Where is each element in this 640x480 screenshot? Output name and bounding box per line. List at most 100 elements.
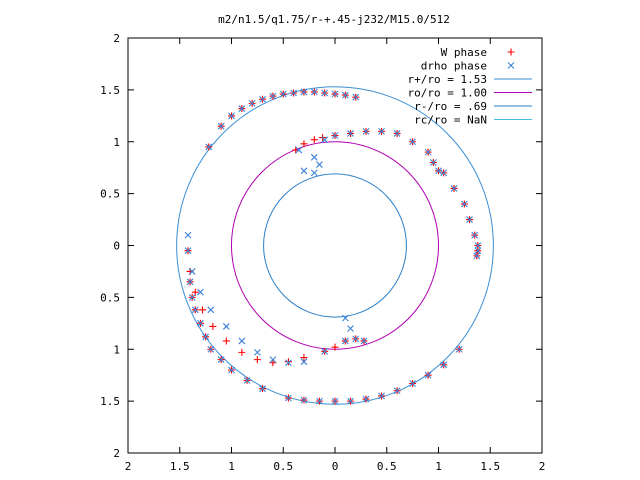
drho-phase-point <box>409 380 417 387</box>
drho-phase-point <box>310 153 318 161</box>
drho-phase-point <box>321 136 329 144</box>
drho-phase-point <box>207 306 215 314</box>
drho-phase-point <box>295 146 303 154</box>
drho-phase-point <box>269 356 277 364</box>
x-tick-label: 1 <box>228 460 235 473</box>
w-phase-point <box>222 337 230 345</box>
y-tick-label: 0.5 <box>100 291 120 304</box>
drho-phase-point <box>222 323 230 330</box>
drho-phase-point <box>191 306 199 314</box>
legend-label: W phase <box>441 46 487 59</box>
drho-phase-point <box>186 278 194 286</box>
drho-phase-point <box>347 397 354 405</box>
drho-phase-point <box>474 242 482 249</box>
drho-phase-point <box>321 89 329 97</box>
drho-phase-point <box>184 247 192 255</box>
drho-phase-point <box>259 95 266 103</box>
w-phase-point <box>300 354 308 362</box>
drho-phase-point <box>352 335 360 343</box>
drho-phase-point <box>360 337 368 345</box>
data-points <box>184 88 482 405</box>
drho-phase-point <box>217 356 225 364</box>
legend-label: ro/ro = 1.00 <box>408 87 487 100</box>
drho-phase-point <box>248 99 256 107</box>
legend-cross-marker <box>507 62 515 69</box>
drho-phase-point <box>217 122 225 130</box>
drho-phase-point <box>316 161 323 168</box>
y-tick-label: 1.5 <box>100 395 120 408</box>
drho-phase-point <box>228 112 235 120</box>
drho-phase-point <box>310 169 318 177</box>
series-group <box>184 88 482 405</box>
w-phase-point <box>209 322 217 330</box>
drho-phase-point <box>362 395 370 403</box>
legend-plus-marker <box>507 48 515 56</box>
drho-phase-point <box>341 337 349 345</box>
drho-phase-point <box>347 325 354 332</box>
drho-phase-point <box>450 185 458 192</box>
w-phase-point <box>300 140 308 148</box>
reference-circle <box>263 173 407 318</box>
w-phase-point <box>253 356 261 364</box>
drho-phase-point <box>424 371 432 379</box>
drho-phase-point <box>205 143 213 151</box>
drho-phase-point <box>341 91 349 99</box>
drho-phase-point <box>238 105 246 112</box>
drho-phase-point <box>269 92 277 100</box>
y-tick-label: 1.5 <box>100 84 120 97</box>
axes: 2 1.5 1 0.5 0 0.5 1 1.5 221.510.500.511.52 <box>100 32 545 473</box>
drho-phase-point <box>188 293 196 301</box>
drho-phase-point <box>347 130 354 137</box>
drho-phase-point <box>455 345 463 353</box>
legend-label: r-/ro = .69 <box>414 100 487 113</box>
w-phase-point <box>199 306 207 314</box>
legend-label: rc/ro = NaN <box>414 114 487 127</box>
drho-phase-point <box>259 385 266 393</box>
drho-phase-point <box>331 90 339 98</box>
x-tick-label: 2 <box>125 460 132 473</box>
drho-phase-point <box>285 359 292 367</box>
drho-phase-point <box>460 200 468 208</box>
drho-phase-point <box>362 127 370 135</box>
drho-phase-point <box>197 319 204 327</box>
drho-phase-point <box>243 376 251 384</box>
drho-phase-point <box>184 231 192 239</box>
drho-phase-point <box>429 159 437 166</box>
reference-circle <box>231 141 439 350</box>
y-tick-label: 2 <box>113 447 120 460</box>
drho-phase-point <box>435 167 442 175</box>
legend-label: r+/ro = 1.53 <box>408 73 487 86</box>
drho-phase-point <box>331 397 339 405</box>
drho-phase-point <box>409 138 417 146</box>
x-tick-label: 0 <box>332 460 339 473</box>
w-phase-point <box>238 348 246 356</box>
x-tick-label: 2 <box>539 460 546 473</box>
drho-phase-point <box>393 130 401 137</box>
y-tick-label: 2 <box>113 32 120 45</box>
drho-phase-point <box>440 361 448 369</box>
drho-phase-point <box>471 231 479 239</box>
drho-phase-point <box>300 358 308 366</box>
drho-phase-point <box>279 90 287 98</box>
y-tick-label: 1 <box>113 136 120 149</box>
drho-phase-point <box>393 387 401 395</box>
drho-phase-point <box>316 397 323 405</box>
y-tick-label: 0.5 <box>100 188 120 201</box>
drho-phase-point <box>188 268 196 275</box>
y-tick-label: 1 <box>113 343 120 356</box>
w-phase-point <box>284 358 292 366</box>
y-tick-label: 0 <box>113 240 120 253</box>
drho-phase-point <box>300 167 308 175</box>
x-tick-label: 0.5 <box>273 460 293 473</box>
x-tick-label: 0.5 <box>377 460 397 473</box>
drho-phase-point <box>466 216 473 223</box>
drho-phase-point <box>290 89 297 97</box>
series-group <box>184 88 482 405</box>
drho-phase-point <box>424 148 432 156</box>
drho-phase-point <box>378 392 385 400</box>
drho-phase-point <box>331 132 339 139</box>
drho-phase-point <box>321 347 329 355</box>
drho-phase-point <box>473 252 481 260</box>
